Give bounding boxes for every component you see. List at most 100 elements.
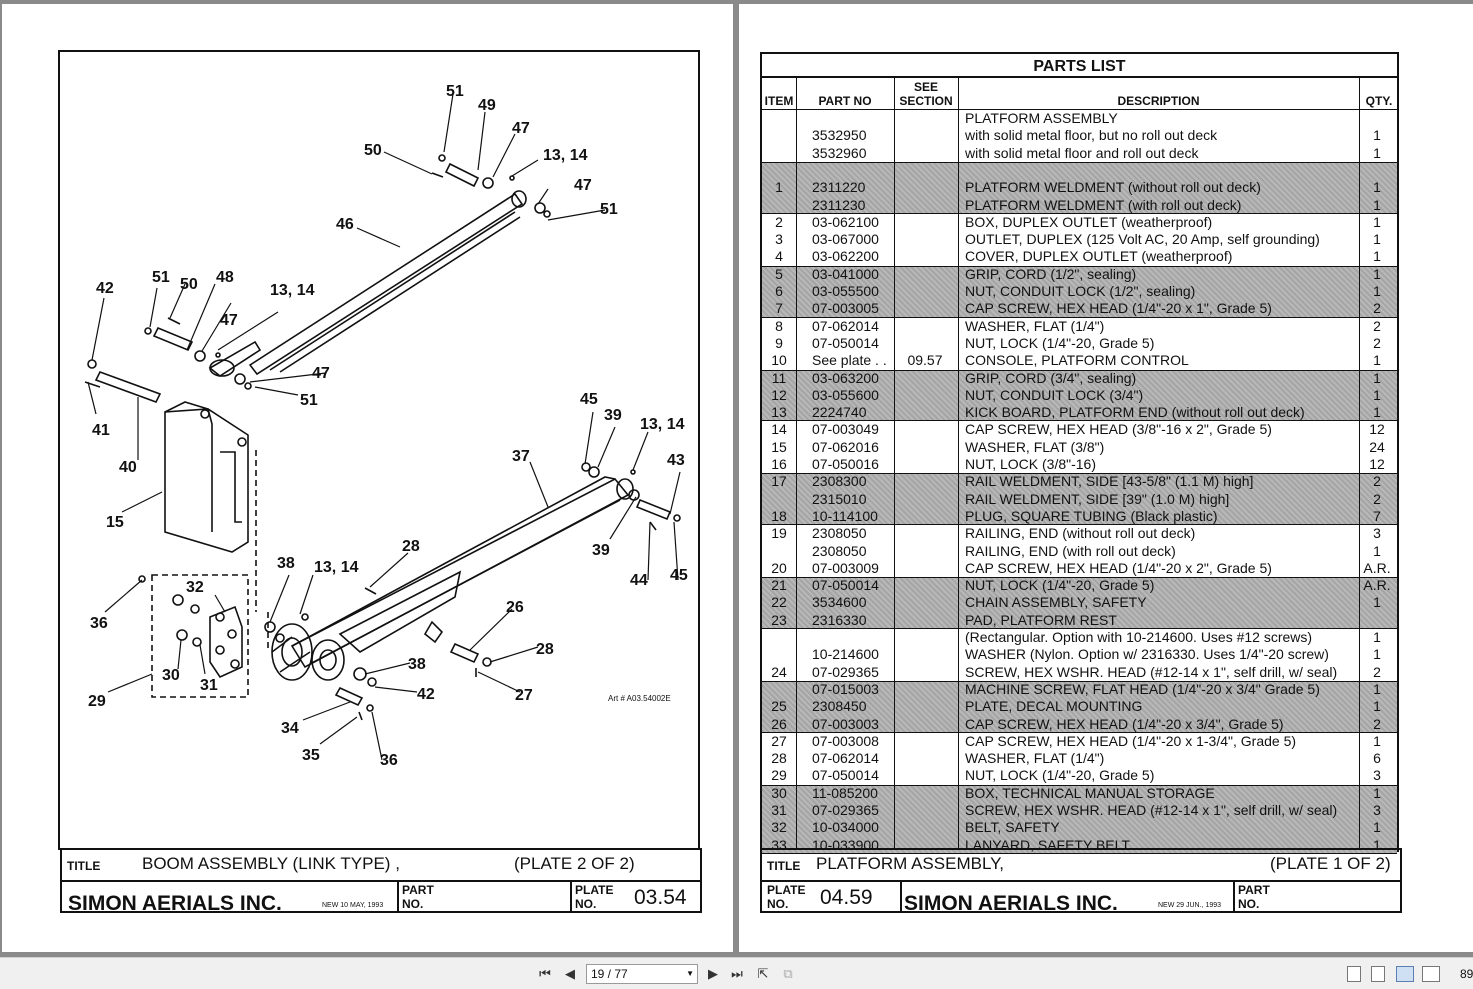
qty-cell: 12: [1369, 421, 1385, 438]
part-no-cell: 07-003009: [812, 559, 879, 576]
description-cell: with solid metal floor and roll out deck: [965, 144, 1199, 161]
callout-31: 31: [200, 677, 218, 694]
description-cell: CAP SCREW, HEX HEAD (3/8"-16 x 2", Grade…: [965, 421, 1272, 438]
plate-number: 03.54: [634, 886, 687, 909]
callout-51: 51: [600, 201, 618, 218]
item-cell: 2: [775, 213, 783, 230]
callout-34: 34: [281, 720, 299, 737]
description-cell: COVER, DUPLEX OUTLET (weatherproof): [965, 248, 1233, 265]
callout-38: 38: [408, 656, 426, 673]
no-label: NO.: [402, 897, 424, 911]
description-cell: NUT, LOCK (3/8"-16): [965, 456, 1097, 472]
no-label: NO.: [767, 897, 789, 911]
parts-row: 2308050 RAILING, END (with roll out deck)…: [762, 543, 1397, 560]
item-cell: 32: [771, 819, 787, 836]
next-page-icon[interactable]: ▶: [708, 966, 718, 981]
parts-row: 13 2224740 KICK BOARD, PLATFORM END (witho…: [762, 404, 1397, 421]
qty-cell: 3: [1373, 802, 1381, 818]
item-cell: 14: [771, 421, 787, 438]
company-name: SIMON AERIALS INC.: [904, 892, 1118, 915]
continuous-view-icon[interactable]: [1371, 966, 1385, 982]
part-no-cell: 03-063200: [812, 369, 879, 386]
description-cell: RAIL WELDMENT, SIDE [43-5/8" (1.1 M) hig…: [965, 473, 1254, 490]
callout-42: 42: [96, 280, 114, 297]
item-cell: 10: [771, 352, 787, 369]
first-page-icon[interactable]: ⏮: [539, 966, 551, 981]
item-cell: 25: [771, 698, 787, 715]
description-cell: (Rectangular. Option with 10-214600. Use…: [965, 629, 1313, 645]
part-no-cell: 03-062100: [812, 213, 879, 230]
description-cell: GRIP, CORD (3/4", sealing): [965, 369, 1137, 386]
part-no-cell: 2308050: [812, 542, 867, 559]
parts-row: 4 03-062200 COVER, DUPLEX OUTLET (weatherp…: [762, 248, 1397, 265]
part-no-cell: 03-067000: [812, 231, 879, 248]
part-no-cell: 10-214600: [812, 646, 879, 663]
qty-cell: 2: [1373, 317, 1381, 334]
parts-row: 8 07-062014 WASHER, FLAT (1/4") 2: [762, 318, 1397, 335]
callout-13-14: 13, 14: [314, 559, 359, 576]
callout-47: 47: [512, 120, 530, 137]
callout-48: 48: [216, 269, 234, 286]
item-cell: 26: [771, 715, 787, 732]
callout-13-14: 13, 14: [543, 147, 588, 164]
parts-row: 30 11-085200 BOX, TECHNICAL MANUAL STORAGE…: [762, 785, 1397, 802]
last-page-icon[interactable]: ⏭: [731, 966, 743, 981]
callout-44: 44: [630, 572, 648, 589]
item-cell: 19: [771, 525, 787, 542]
chevron-down-icon: ▼: [686, 969, 694, 978]
qty-cell: 1: [1373, 265, 1381, 282]
qty-cell: 1: [1373, 213, 1381, 230]
callout-41: 41: [92, 422, 110, 439]
part-no-cell: 11-085200: [812, 784, 878, 801]
part-no-cell: 07-050014: [812, 767, 879, 784]
callout-27: 27: [515, 687, 533, 704]
description-cell: CAP SCREW, HEX HEAD (1/4"-20 x 1-3/4", G…: [965, 732, 1297, 749]
two-page-continuous-icon[interactable]: [1422, 966, 1440, 982]
drawing-title: PLATFORM ASSEMBLY,: [816, 854, 1005, 873]
part-no-cell: 07-062014: [812, 750, 879, 767]
callout-37: 37: [512, 448, 530, 465]
shaded-row-group: [762, 680, 1397, 733]
parts-row: 29 07-050014 NUT, LOCK (1/4"-20, Grade 5) 3: [762, 767, 1397, 784]
qty-cell: 1: [1373, 594, 1381, 611]
viewer-toolbar: ⏮ ◀ 19 / 77 ▼ ▶ ⏭ ⇱ ⧉ 89: [0, 957, 1473, 989]
qty-cell: 3: [1373, 767, 1381, 784]
title-block-left: TITLE BOOM ASSEMBLY (LINK TYPE) , (PLATE…: [60, 848, 702, 915]
description-cell: NUT, LOCK (1/4"-20, Grade 5): [965, 577, 1155, 594]
item-cell: 20: [771, 559, 787, 576]
item-cell: 23: [771, 611, 787, 628]
callout-36: 36: [90, 615, 108, 632]
qty-cell: 1: [1373, 629, 1381, 645]
callout-42: 42: [417, 686, 435, 703]
qty-cell: 12: [1369, 456, 1385, 472]
description-cell: CHAIN ASSEMBLY, SAFETY: [965, 594, 1147, 611]
parts-row: 31 07-029365 SCREW, HEX WSHR. HEAD (#12-14…: [762, 802, 1397, 819]
description-cell: RAILING, END (with roll out deck): [965, 542, 1176, 559]
shaded-row-group: [762, 784, 1397, 854]
part-no-cell: 07-029365: [812, 802, 879, 818]
part-no-cell: 2224740: [812, 404, 867, 421]
qty-cell: 1: [1373, 836, 1381, 853]
description-cell: GRIP, CORD (1/2", sealing): [965, 265, 1137, 282]
prev-page-icon[interactable]: ◀: [565, 966, 575, 981]
single-page-view-icon[interactable]: [1347, 966, 1361, 982]
two-page-view-icon[interactable]: [1396, 966, 1414, 982]
part-no-cell: 07-050014: [812, 577, 879, 594]
copy-icon[interactable]: ⧉: [783, 966, 793, 981]
callout-45: 45: [670, 567, 688, 584]
description-cell: WASHER, FLAT (1/4"): [965, 317, 1105, 334]
parts-row: 27 07-003008 CAP SCREW, HEX HEAD (1/4"-20 …: [762, 733, 1397, 750]
callout-51: 51: [446, 83, 464, 100]
part-no-cell: 07-062016: [812, 438, 879, 455]
export-icon[interactable]: ⇱: [757, 966, 769, 981]
parts-row: 19 2308050 RAILING, END (without roll out …: [762, 525, 1397, 542]
zoom-level[interactable]: 89: [1460, 967, 1473, 981]
parts-row: 3532960 with solid metal floor and roll …: [762, 145, 1397, 162]
part-no-cell: 2311230: [812, 196, 866, 213]
plate-of: (PLATE 2 OF 2): [514, 854, 635, 873]
description-cell: PLATE, DECAL MOUNTING: [965, 698, 1143, 715]
item-cell: 4: [775, 248, 783, 265]
part-no-cell: 2308450: [812, 698, 867, 715]
description-cell: WASHER (Nylon. Option w/ 2316330. Uses 1…: [965, 646, 1329, 663]
page-selector[interactable]: 19 / 77 ▼: [586, 964, 698, 984]
